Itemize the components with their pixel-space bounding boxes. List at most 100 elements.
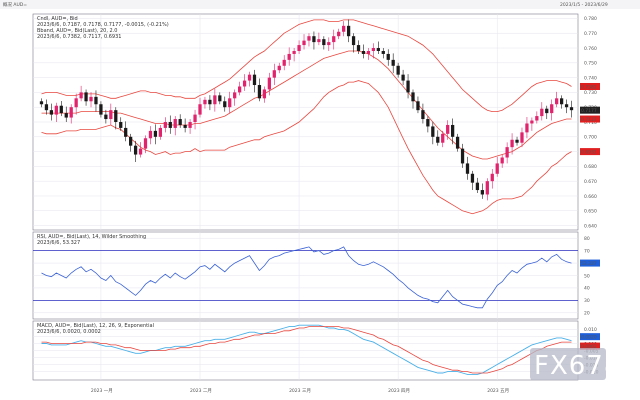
- candle-body: [376, 48, 380, 51]
- price-tick-label: 0.680: [584, 164, 597, 170]
- candle-body: [198, 104, 202, 115]
- candle-body: [74, 98, 78, 108]
- candle-body: [470, 173, 475, 183]
- candle-body: [188, 122, 192, 128]
- price-tick-label: 0.780: [584, 16, 597, 22]
- candle-body: [223, 101, 227, 108]
- header-date-range: 2023/1/5 - 2023/6/29: [560, 2, 608, 8]
- candle-body: [356, 45, 361, 51]
- candle-body: [119, 122, 123, 128]
- candle-body: [540, 108, 544, 117]
- candle-body: [475, 182, 480, 191]
- candle-body: [480, 190, 484, 195]
- macd-tick-label: 0.010: [584, 327, 597, 333]
- candle-body: [158, 127, 163, 137]
- candle-body: [312, 36, 316, 43]
- x-tick-label: 2023 三月: [289, 388, 311, 394]
- price-tick-label: 0.770: [584, 31, 597, 37]
- lower-band-value-label: 0.6931: [581, 149, 597, 155]
- candle-body: [109, 110, 113, 120]
- candle-body: [104, 114, 108, 120]
- price-legend-line: Bband, AUD=, Bid(Last), 20, 2.0: [37, 28, 117, 34]
- candle-body: [351, 36, 356, 46]
- candle-body: [173, 119, 177, 128]
- candle-body: [381, 50, 385, 54]
- header-title: 概况 AUD=: [3, 1, 27, 8]
- price-tick-label: 0.640: [584, 223, 597, 229]
- candle-body: [510, 139, 514, 148]
- candle-body: [564, 104, 569, 108]
- price-tick-label: 0.650: [584, 209, 597, 215]
- candle-body: [133, 145, 138, 155]
- candle-body: [138, 148, 143, 155]
- candle-body: [332, 36, 336, 43]
- candle-body: [346, 25, 351, 37]
- candle-body: [500, 157, 504, 164]
- candle-body: [257, 85, 262, 99]
- candle-body: [69, 107, 73, 118]
- candle-body: [153, 130, 158, 137]
- rsi-value-label-bg: [580, 259, 600, 267]
- candle-body: [530, 120, 534, 124]
- lower-band-value-label-bg: [580, 148, 600, 156]
- candle-body: [307, 36, 311, 41]
- candle-body: [559, 98, 564, 105]
- candle-body: [396, 65, 400, 75]
- candle-body: [550, 104, 554, 114]
- price-tick-label: 0.750: [584, 61, 597, 67]
- candle-body: [228, 98, 232, 108]
- candle-body: [520, 132, 524, 143]
- price-legend-line: 2023/6/6, 0.7382, 0.7117, 0.6931: [37, 34, 121, 40]
- upper-band-value-label: 0.7382: [581, 84, 597, 90]
- rsi-tick-label: 80: [584, 236, 590, 242]
- price-tick-label: 0.730: [584, 90, 597, 96]
- candle-body: [297, 45, 301, 51]
- price-tick-label: 0.660: [584, 194, 597, 200]
- candle-body: [555, 98, 559, 105]
- candle-body: [267, 77, 271, 90]
- candle-body: [148, 130, 153, 139]
- price-tick-label: 0.670: [584, 179, 597, 185]
- candle-body: [208, 99, 212, 105]
- candle-body: [515, 139, 519, 143]
- rsi-line: [41, 246, 572, 309]
- rsi-tick-label: 50: [584, 273, 590, 279]
- candle-body: [455, 136, 460, 149]
- signal-value-label-bg: [580, 342, 600, 350]
- macd-legend-line: 2023/6/6, 0.0020, 0.0002: [37, 329, 101, 335]
- candle-body: [450, 124, 455, 137]
- candle-body: [302, 40, 306, 46]
- candle-body: [124, 127, 128, 137]
- candle-body: [168, 122, 172, 128]
- mid-band-value-label-bg: [580, 115, 600, 123]
- candle-body: [322, 39, 326, 46]
- price-legend-line: Cndl, AUD=, Bid: [37, 16, 78, 22]
- candle-body: [163, 122, 167, 128]
- candle-body: [406, 80, 410, 93]
- candle-body: [366, 50, 371, 54]
- candle-body: [446, 124, 450, 134]
- candle-body: [44, 104, 49, 111]
- candle-body: [277, 65, 281, 71]
- macd-line: [41, 324, 572, 375]
- price-tick-label: 0.710: [584, 120, 597, 126]
- candle-body: [505, 147, 509, 158]
- candle-body: [89, 96, 93, 102]
- candle-body: [327, 42, 331, 46]
- candle-body: [441, 133, 445, 143]
- candle-body: [242, 80, 247, 87]
- candle-body: [401, 74, 405, 81]
- candle-body: [114, 110, 118, 122]
- candle-body: [490, 173, 494, 182]
- last-price-label-bg: [580, 106, 600, 114]
- watermark-bg: [530, 348, 606, 380]
- candle-body: [431, 126, 435, 137]
- macd-value-label-bg: [580, 333, 600, 341]
- candle-body: [416, 101, 420, 111]
- candle-body: [49, 110, 54, 115]
- candle-body: [421, 110, 425, 120]
- x-tick-label: 2023 四月: [388, 388, 410, 394]
- candle-body: [218, 95, 222, 102]
- candle-body: [94, 96, 98, 105]
- candle-body: [143, 138, 148, 149]
